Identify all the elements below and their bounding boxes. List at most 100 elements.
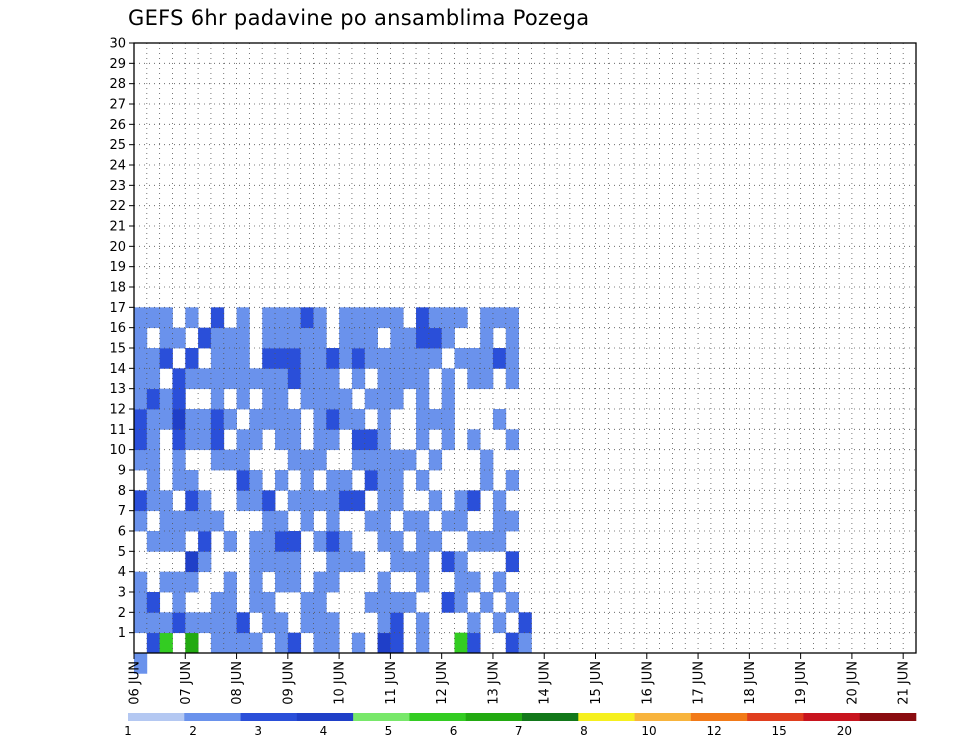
- heatmap-cell: [313, 388, 327, 410]
- heatmap-cell: [313, 592, 327, 613]
- heatmap-cell: [480, 449, 494, 471]
- y-tick-label: 14: [109, 362, 126, 377]
- y-tick-label: 1: [118, 626, 126, 641]
- colorbar-swatch: [859, 713, 917, 721]
- colorbar-label: 1: [124, 724, 132, 738]
- heatmap-cell: [262, 510, 276, 532]
- heatmap-cell: [377, 531, 391, 552]
- heatmap-cell: [172, 429, 186, 451]
- heatmap-cell: [390, 592, 404, 613]
- heatmap-cell: [416, 429, 430, 451]
- heatmap-cell: [428, 327, 443, 349]
- heatmap-cell: [275, 307, 289, 329]
- heatmap-cell: [390, 490, 404, 512]
- heatmap-cell: [159, 510, 173, 532]
- heatmap-cell: [287, 571, 302, 593]
- heatmap-cell: [416, 388, 430, 410]
- heatmap-cell: [390, 470, 404, 491]
- heatmap-cell: [377, 592, 391, 613]
- heatmap-cell: [287, 409, 302, 430]
- heatmap-cell: [134, 653, 148, 674]
- heatmap-cell: [403, 348, 417, 369]
- heatmap-cell: [390, 388, 404, 410]
- heatmap-cell: [416, 551, 430, 573]
- heatmap-cell: [454, 307, 468, 329]
- heatmap-cell: [326, 490, 340, 512]
- heatmap-cell: [313, 531, 327, 552]
- heatmap-cell: [185, 510, 199, 532]
- heatmap-cell: [326, 429, 340, 451]
- heatmap-cell: [454, 551, 468, 573]
- heatmap-cell: [467, 571, 481, 593]
- heatmap-cell: [159, 348, 173, 369]
- heatmap-cell: [236, 632, 250, 654]
- heatmap-cell: [326, 531, 340, 552]
- heatmap-cell: [146, 429, 161, 451]
- heatmap-cell: [223, 592, 237, 613]
- x-tick-label: 10 JUN: [333, 661, 348, 705]
- heatmap-cell: [505, 510, 519, 532]
- heatmap-cell: [146, 490, 161, 512]
- y-tick-label: 18: [109, 281, 126, 296]
- heatmap-cell: [339, 348, 353, 369]
- heatmap-cell: [313, 429, 327, 451]
- heatmap-cell: [300, 348, 314, 369]
- heatmap-cell: [146, 388, 161, 410]
- y-tick-label: 15: [109, 342, 126, 357]
- heatmap-cell: [326, 612, 340, 634]
- heatmap-cell: [492, 348, 507, 369]
- heatmap-cell: [185, 632, 199, 654]
- heatmap-cell: [441, 368, 455, 390]
- heatmap-cell: [416, 632, 430, 654]
- heatmap-cell: [492, 571, 507, 593]
- heatmap-cell: [198, 368, 212, 390]
- x-tick-label: 11 JUN: [384, 661, 399, 705]
- heatmap-cell: [287, 551, 302, 573]
- heatmap-cell: [185, 409, 199, 430]
- heatmap-cell: [300, 510, 314, 532]
- heatmap-cell: [275, 612, 289, 634]
- y-tick-label: 11: [109, 423, 126, 438]
- x-tick-label: 20 JUN: [845, 661, 860, 705]
- heatmap-cell: [262, 368, 276, 390]
- heatmap-cell: [134, 571, 148, 593]
- heatmap-cell: [275, 368, 289, 390]
- heatmap-cell: [185, 368, 199, 390]
- x-tick-label: 18 JUN: [743, 661, 758, 705]
- heatmap-cell: [198, 429, 212, 451]
- heatmap-cell: [339, 327, 353, 349]
- heatmap-cell: [146, 368, 161, 390]
- heatmap-cell: [467, 429, 481, 451]
- heatmap-cell: [416, 307, 430, 329]
- x-tick-label: 21 JUN: [897, 661, 912, 705]
- heatmap-cell: [223, 327, 237, 349]
- heatmap-cell: [198, 531, 212, 552]
- heatmap-cell: [300, 368, 314, 390]
- heatmap-cell: [441, 592, 455, 613]
- heatmap-cell: [262, 490, 276, 512]
- heatmap-cell: [505, 429, 519, 451]
- heatmap-cell: [275, 409, 289, 430]
- heatmap-cell: [134, 510, 148, 532]
- heatmap-cell: [326, 368, 340, 390]
- heatmap-cell: [403, 368, 417, 390]
- y-tick-label: 6: [118, 525, 126, 540]
- heatmap-cell: [249, 368, 263, 390]
- heatmap-cell: [416, 612, 430, 634]
- heatmap-cell: [441, 409, 455, 430]
- heatmap-cell: [326, 409, 340, 430]
- heatmap-cell: [287, 348, 302, 369]
- heatmap-cell: [339, 531, 353, 552]
- heatmap-cell: [364, 429, 378, 451]
- heatmap-cell: [134, 368, 148, 390]
- colorbar-swatch: [803, 713, 861, 721]
- heatmap-cell: [377, 307, 391, 329]
- colorbar-swatch: [184, 713, 241, 721]
- heatmap-cell: [159, 632, 173, 654]
- heatmap-cell: [210, 388, 225, 410]
- heatmap-cell: [480, 592, 494, 613]
- heatmap-cell: [146, 531, 161, 552]
- heatmap-cell: [505, 307, 519, 329]
- y-tick-label: 27: [109, 98, 126, 113]
- heatmap-cell: [467, 368, 481, 390]
